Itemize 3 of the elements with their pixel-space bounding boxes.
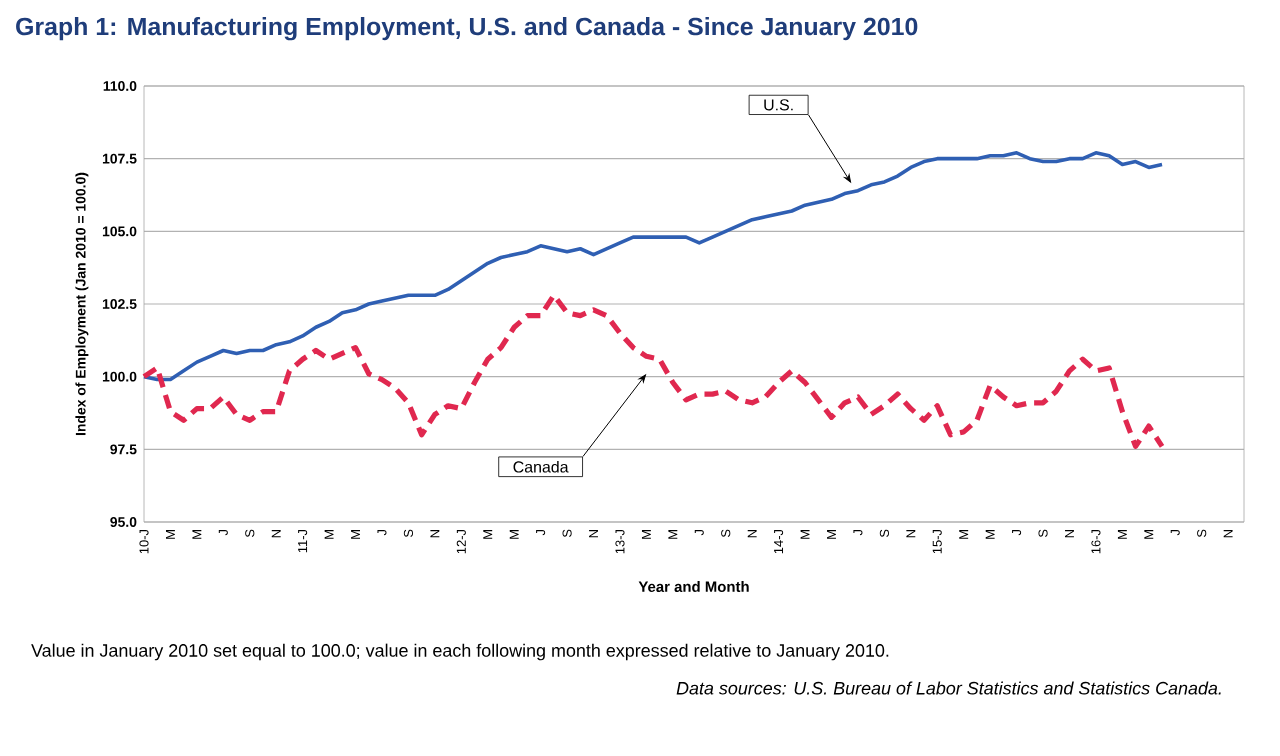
text: Data sources: U.S. Bureau of Labor Statistics and Statistics Canada. xyxy=(676,681,1221,695)
text: Value in January 2010 set equal to 100.0; value in each following month expressed relative to January 2010. xyxy=(31,643,889,661)
chart-title: Graph 1: Manufacturing Employment, U.S. and Canada - Since January 2010 xyxy=(16,17,918,41)
